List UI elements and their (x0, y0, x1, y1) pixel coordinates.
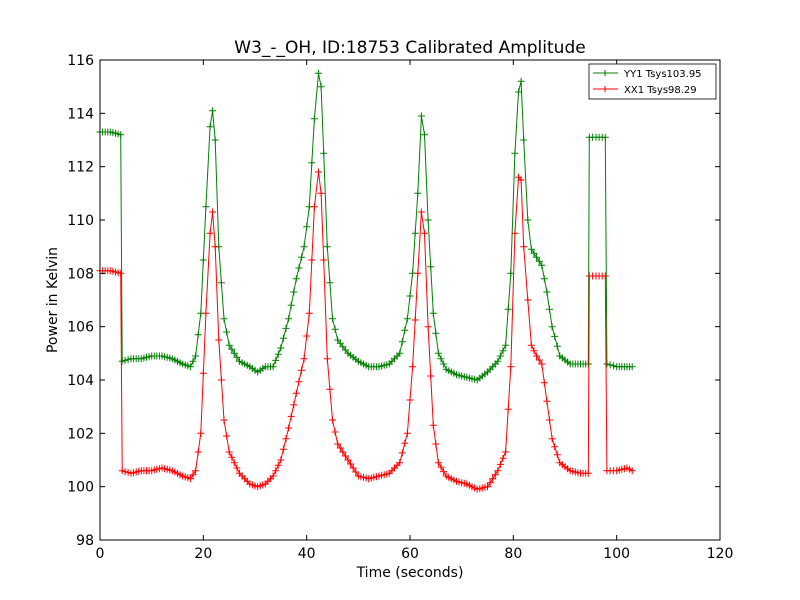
y-tick-label: 104 (67, 373, 94, 389)
y-tick-label: 102 (67, 426, 94, 442)
legend-marker-xx1 (602, 86, 608, 92)
y-tick-label: 116 (67, 53, 94, 69)
y-tick-label: 112 (67, 160, 94, 176)
y-tick-label: 114 (67, 106, 94, 122)
y-tick-label: 110 (67, 213, 94, 229)
x-tick-label: 120 (707, 546, 734, 562)
x-tick-label: 60 (401, 546, 419, 562)
x-tick-label: 0 (96, 546, 105, 562)
y-axis-label: Power in Kelvin (45, 247, 61, 353)
legend-box (588, 63, 717, 100)
y-tick-label: 98 (76, 533, 94, 549)
x-ticks: 0 20 40 60 80 100 120 (96, 60, 734, 562)
y-tick-label: 106 (67, 320, 94, 336)
series-1 (96, 168, 636, 493)
x-axis-label: Time (seconds) (356, 565, 464, 581)
y-tick-label: 100 (67, 480, 94, 496)
legend-marker-yy1 (602, 70, 608, 76)
legend-label-xx1: XX1 Tsys98.29 (624, 85, 697, 96)
x-tick-label: 80 (504, 546, 522, 562)
legend: YY1 Tsys103.95 XX1 Tsys98.29 (588, 63, 717, 100)
y-ticks: 98 100 102 104 106 108 110 112 114 116 (67, 53, 720, 549)
y-tick-label: 108 (67, 266, 94, 282)
x-tick-label: 20 (194, 546, 212, 562)
x-tick-label: 100 (603, 546, 630, 562)
x-tick-label: 40 (298, 546, 316, 562)
series-layer (96, 69, 636, 493)
legend-label-yy1: YY1 Tsys103.95 (623, 69, 702, 80)
chart-title: W3_-_OH, ID:18753 Calibrated Amplitude (234, 38, 585, 58)
